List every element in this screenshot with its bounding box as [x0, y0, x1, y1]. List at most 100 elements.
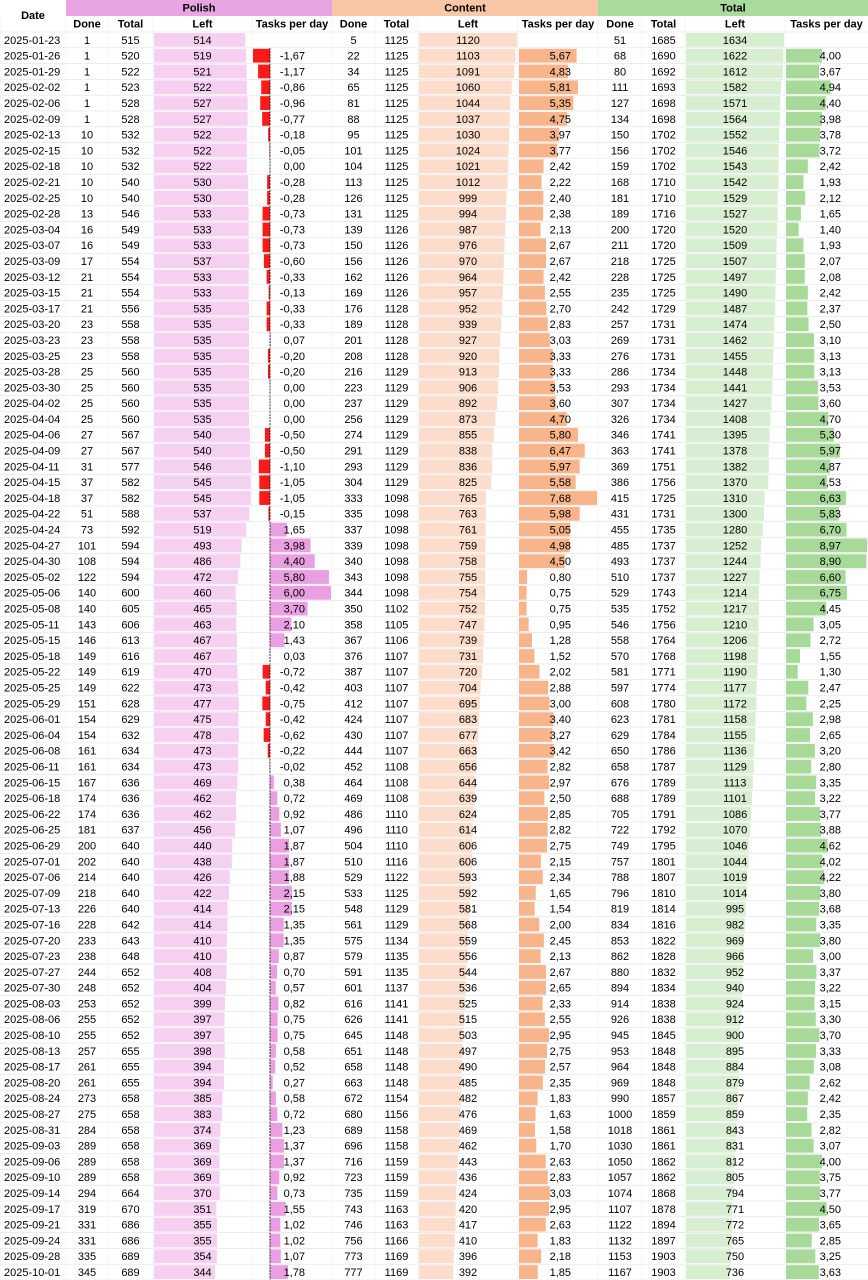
number-cell: 1685 — [651, 35, 675, 47]
number-cell: 1725 — [651, 272, 675, 284]
group-header: Polish — [182, 2, 215, 14]
data-bar — [686, 1044, 740, 1058]
data-bar — [419, 190, 507, 205]
number-cell: 1122 — [385, 872, 409, 884]
number-cell: 3,30 — [820, 1014, 841, 1026]
number-cell: 440 — [193, 840, 211, 852]
data-bar — [154, 838, 233, 853]
data-bar — [269, 822, 281, 837]
number-cell: 1129 — [385, 398, 409, 410]
number-cell: 1129 — [385, 461, 409, 473]
number-cell: 1019 — [723, 872, 747, 884]
data-bar — [419, 696, 480, 711]
data-bar — [519, 901, 535, 916]
number-cell: 695 — [459, 698, 477, 710]
number-cell: 672 — [344, 1093, 362, 1105]
data-bar — [154, 443, 250, 458]
data-bar — [786, 1202, 827, 1216]
data-bar — [519, 380, 555, 395]
number-cell: 2,33 — [550, 998, 571, 1010]
data-bar — [264, 427, 270, 442]
number-cell: 2,82 — [820, 1125, 841, 1137]
number-cell: 622 — [121, 683, 139, 695]
data-bar — [519, 1186, 550, 1201]
number-cell: 1,23 — [284, 1125, 305, 1137]
number-cell: 1,63 — [550, 1109, 571, 1121]
number-cell: 4,70 — [820, 414, 841, 426]
number-cell: 274 — [344, 430, 362, 442]
number-cell: 582 — [121, 477, 139, 489]
data-bar — [419, 1186, 457, 1201]
data-bar — [519, 570, 528, 584]
number-cell: 1752 — [651, 604, 675, 616]
data-bar — [686, 680, 757, 695]
number-cell: 843 — [726, 1125, 744, 1137]
number-cell: 1012 — [456, 177, 480, 189]
data-bar — [419, 807, 474, 821]
number-cell: 1441 — [723, 382, 747, 394]
number-cell: 2,35 — [820, 1109, 841, 1121]
date-cell: 2025-02-06 — [4, 98, 60, 110]
number-cell: 696 — [344, 1141, 362, 1153]
number-cell: 2,65 — [550, 983, 571, 995]
number-cell: 1784 — [651, 730, 675, 742]
number-cell: 1693 — [651, 82, 675, 94]
data-bar — [419, 396, 498, 411]
number-cell: 4,98 — [550, 540, 571, 552]
number-cell: 344 — [344, 588, 362, 600]
number-cell: 410 — [193, 951, 211, 963]
number-cell: 2,37 — [820, 303, 841, 315]
number-cell: 1848 — [651, 1062, 675, 1074]
number-cell: 560 — [121, 414, 139, 426]
data-bar — [269, 1091, 276, 1106]
data-bar — [154, 1265, 216, 1279]
number-cell: -0,20 — [280, 351, 305, 363]
data-bar — [786, 838, 828, 853]
number-cell: 720 — [459, 667, 477, 679]
data-bar — [154, 728, 239, 742]
number-cell: 994 — [459, 209, 477, 221]
number-cell: 1838 — [651, 1014, 675, 1026]
data-bar — [419, 412, 496, 426]
data-bar — [786, 570, 846, 584]
number-cell: -0,33 — [280, 272, 305, 284]
number-cell: 2,12 — [820, 193, 841, 205]
data-bar — [786, 48, 823, 63]
data-bar — [786, 64, 820, 79]
number-cell: 1128 — [385, 351, 409, 363]
data-bar — [519, 238, 547, 253]
number-cell: 3,22 — [820, 983, 841, 995]
number-cell: 456 — [193, 825, 211, 837]
number-cell: 652 — [121, 1030, 139, 1042]
number-cell: 731 — [459, 651, 477, 663]
data-bar — [419, 254, 504, 268]
number-cell: 3,07 — [820, 1141, 841, 1153]
number-cell: 1126 — [385, 288, 409, 300]
number-cell: 1125 — [385, 66, 409, 78]
number-cell: 1126 — [385, 272, 409, 284]
data-bar — [686, 127, 780, 142]
data-bar — [786, 491, 846, 505]
number-cell: 976 — [459, 240, 477, 252]
data-bar — [519, 64, 569, 79]
number-cell: 527 — [193, 114, 211, 126]
number-cell: 1474 — [723, 319, 747, 331]
number-cell: 369 — [193, 1141, 211, 1153]
number-cell: 436 — [459, 1172, 477, 1184]
number-cell: 51 — [614, 35, 626, 47]
number-cell: 3,35 — [820, 919, 841, 931]
number-cell: 1148 — [385, 1046, 409, 1058]
data-bar — [154, 1028, 225, 1043]
data-bar — [419, 743, 478, 758]
number-cell: 3,03 — [550, 1188, 571, 1200]
date-cell: 2025-03-12 — [4, 272, 60, 284]
number-cell: 613 — [121, 635, 139, 647]
number-cell: 269 — [611, 335, 629, 347]
data-bar — [519, 759, 548, 774]
data-bar — [154, 1170, 220, 1185]
number-cell: 588 — [121, 509, 139, 521]
number-cell: 1106 — [385, 635, 409, 647]
data-bar — [686, 917, 745, 932]
number-cell: 4,70 — [550, 414, 571, 426]
number-cell: 1756 — [651, 619, 675, 631]
